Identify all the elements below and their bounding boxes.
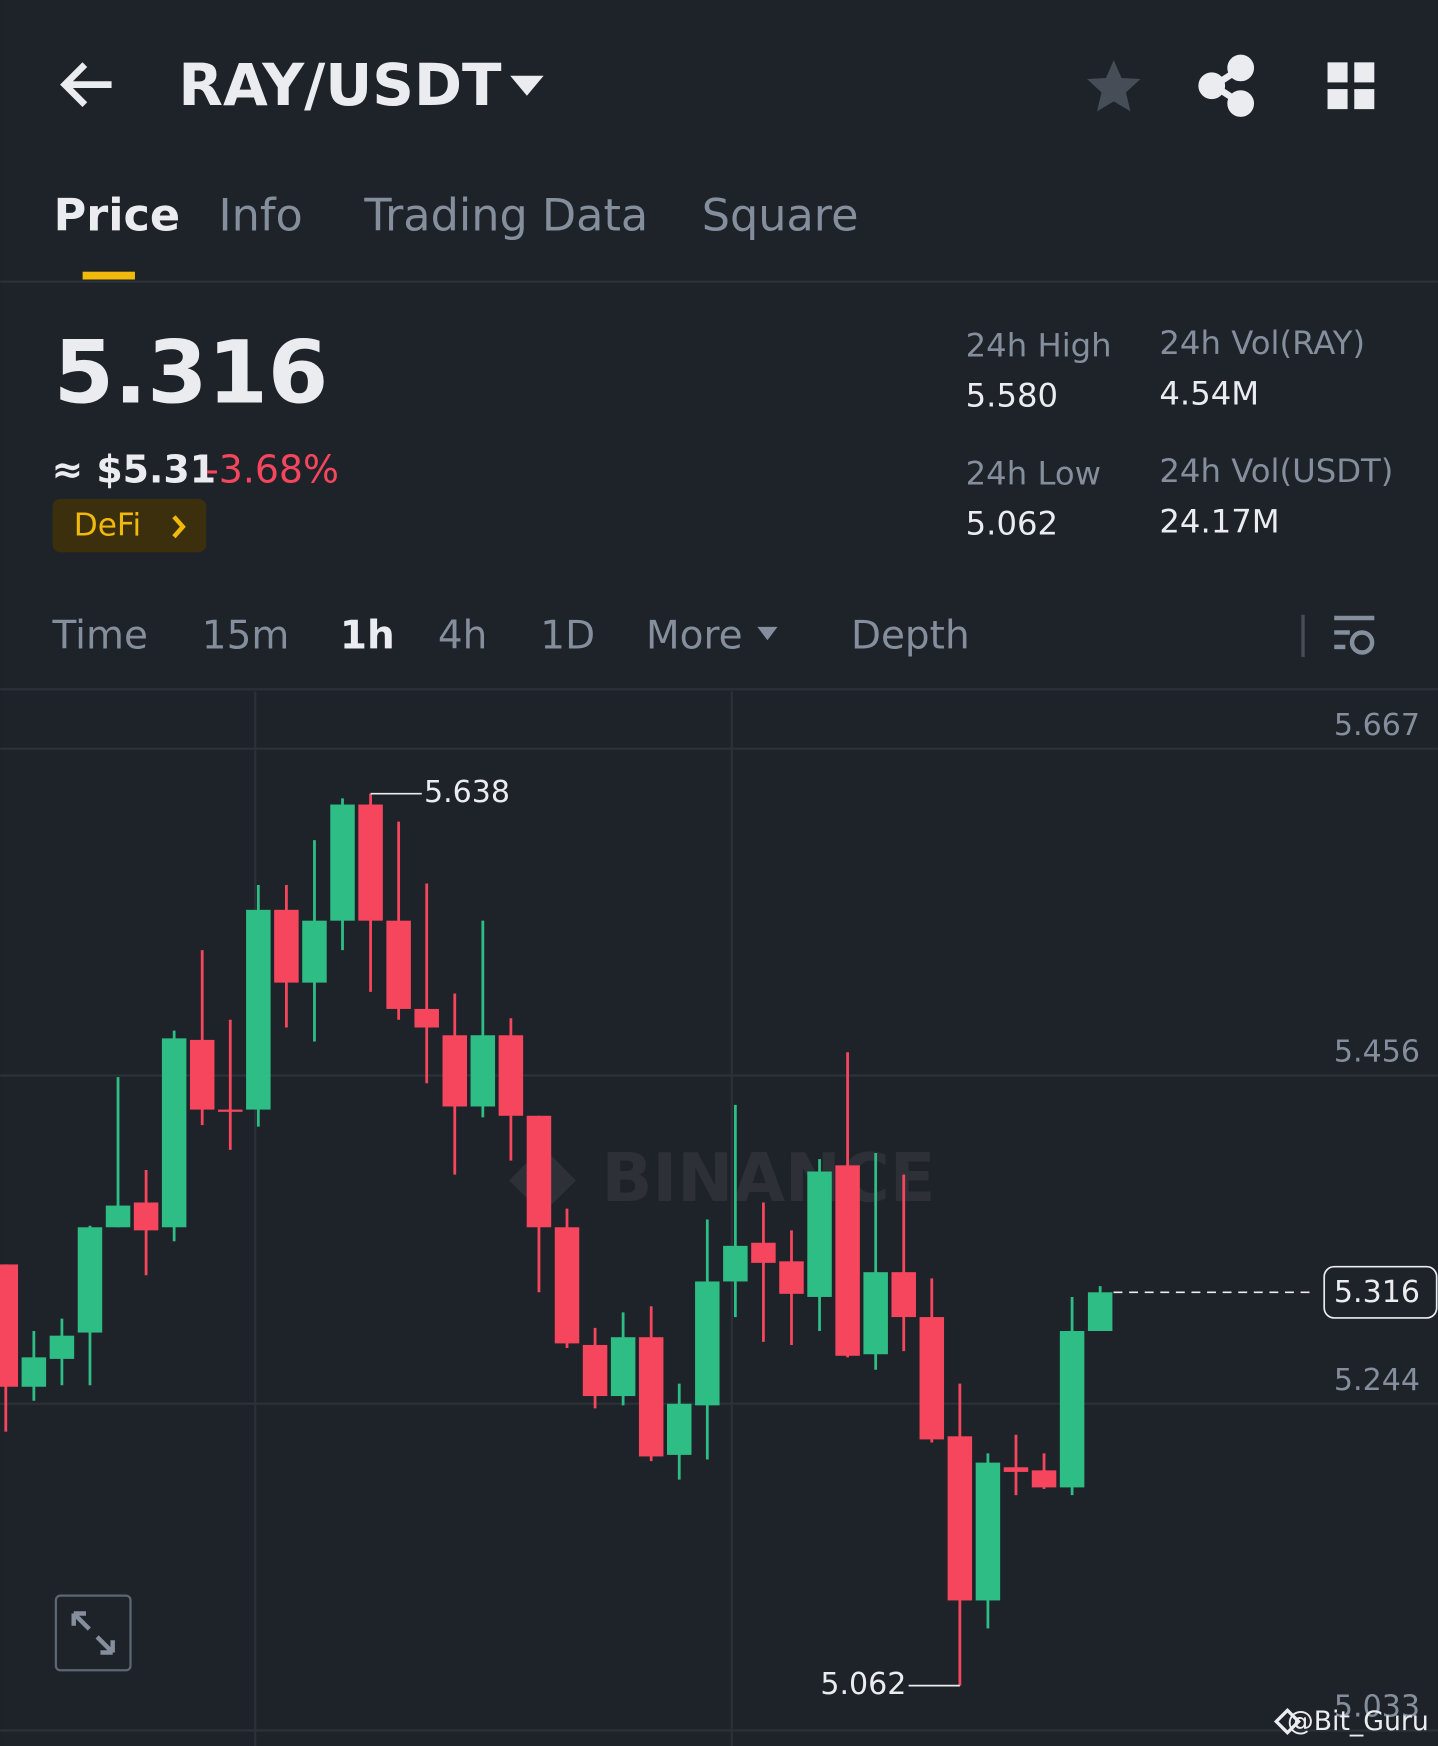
candle-body <box>218 1109 243 1112</box>
candle-body <box>274 909 299 983</box>
candle-body <box>49 1335 75 1359</box>
tab[interactable]: Price <box>54 189 180 241</box>
stat-label: 24h Vol(USDT) <box>1159 452 1393 490</box>
grid-icon[interactable] <box>1327 62 1375 110</box>
candle-body <box>161 1038 187 1228</box>
expand-button[interactable] <box>54 1594 132 1672</box>
candle-body <box>751 1242 776 1263</box>
tab[interactable]: Square <box>702 189 859 241</box>
candle-body <box>582 1344 608 1397</box>
candle-body <box>246 909 271 1110</box>
annotation-label: 5.638 <box>424 775 510 810</box>
stat-value: 24.17M <box>1159 502 1279 540</box>
tag-chevron[interactable] <box>172 515 186 539</box>
candle-body <box>610 1337 636 1397</box>
last-price: 5.316 <box>54 323 329 424</box>
candle-body <box>947 1436 973 1601</box>
interval[interactable]: Depth <box>851 614 970 659</box>
stat-value: 4.54M <box>1159 374 1259 412</box>
candle-body <box>133 1202 159 1231</box>
tab[interactable]: Info <box>218 189 302 241</box>
candle-body <box>1059 1331 1085 1488</box>
candle-body <box>302 920 327 983</box>
pair-caret[interactable] <box>510 75 544 96</box>
candle-body <box>919 1317 945 1440</box>
candle-body <box>1087 1292 1113 1332</box>
candle-body <box>666 1403 692 1455</box>
annotation-label: 5.062 <box>820 1667 906 1702</box>
candle-body <box>414 1008 439 1028</box>
candle-body <box>105 1205 131 1228</box>
last-price-label: 5.316 <box>1334 1275 1420 1310</box>
star-icon[interactable] <box>1087 60 1141 112</box>
usd-price: ≈ $5.31 <box>51 448 216 492</box>
candle-body <box>975 1462 1001 1601</box>
candle-body <box>77 1227 103 1333</box>
candle-body <box>470 1035 496 1107</box>
candle-body <box>723 1245 748 1282</box>
y-tick-label: 5.244 <box>1334 1363 1420 1398</box>
stat-label: 24h Vol(RAY) <box>1159 324 1365 362</box>
price-change: -3.68% <box>205 448 339 492</box>
y-tick-label: 5.033 <box>1334 1690 1420 1725</box>
share-icon[interactable] <box>1198 54 1255 117</box>
last-price-box <box>1323 1265 1438 1319</box>
candle-body <box>779 1261 804 1294</box>
watermark-text: BINANCE <box>602 1139 936 1217</box>
interval[interactable]: 15m <box>202 614 290 659</box>
candle-body <box>442 1035 468 1107</box>
candle-body <box>1003 1467 1029 1472</box>
candle-body <box>358 804 383 921</box>
interval[interactable]: 4h <box>438 614 488 659</box>
interval[interactable]: Time <box>52 614 148 659</box>
more-caret[interactable] <box>757 626 778 641</box>
tab[interactable]: Trading Data <box>363 189 648 241</box>
stat-label: 24h Low <box>966 454 1101 492</box>
settings-icon[interactable] <box>1334 615 1375 655</box>
interval[interactable]: 1D <box>540 614 595 659</box>
tag-box[interactable] <box>52 498 207 553</box>
candle-body <box>807 1171 832 1297</box>
back-icon[interactable] <box>60 62 112 108</box>
candle-body <box>695 1281 720 1406</box>
interval[interactable]: More <box>646 614 743 659</box>
candle-body <box>330 804 355 921</box>
candle-body <box>526 1115 552 1228</box>
candle-body <box>189 1039 215 1110</box>
candle-body <box>835 1165 860 1356</box>
candle-body <box>554 1227 580 1344</box>
y-tick-label: 5.667 <box>1334 708 1420 743</box>
candle-body <box>863 1272 888 1355</box>
watermark: BINANCE <box>509 1139 935 1217</box>
candle-body <box>21 1357 47 1387</box>
candle-body <box>638 1337 664 1457</box>
expand-icon[interactable] <box>71 1611 115 1655</box>
interval[interactable]: 1h <box>340 614 395 659</box>
candle-body <box>1031 1470 1057 1488</box>
credit-logo <box>1273 1708 1301 1735</box>
candle-body <box>891 1272 916 1318</box>
y-tick-label: 5.456 <box>1334 1035 1420 1070</box>
candle-body <box>0 1264 19 1387</box>
candle-body <box>498 1035 524 1116</box>
credit: @Bit_Guru <box>1287 1706 1429 1737</box>
stat-value: 5.062 <box>966 505 1058 543</box>
tag-label[interactable]: DeFi <box>74 508 141 544</box>
tab-indicator <box>82 271 135 280</box>
pair-title[interactable]: RAY/USDT <box>178 51 502 119</box>
stat-label: 24h High <box>966 326 1112 364</box>
stat-value: 5.580 <box>966 377 1058 415</box>
candle-body <box>386 920 411 1009</box>
